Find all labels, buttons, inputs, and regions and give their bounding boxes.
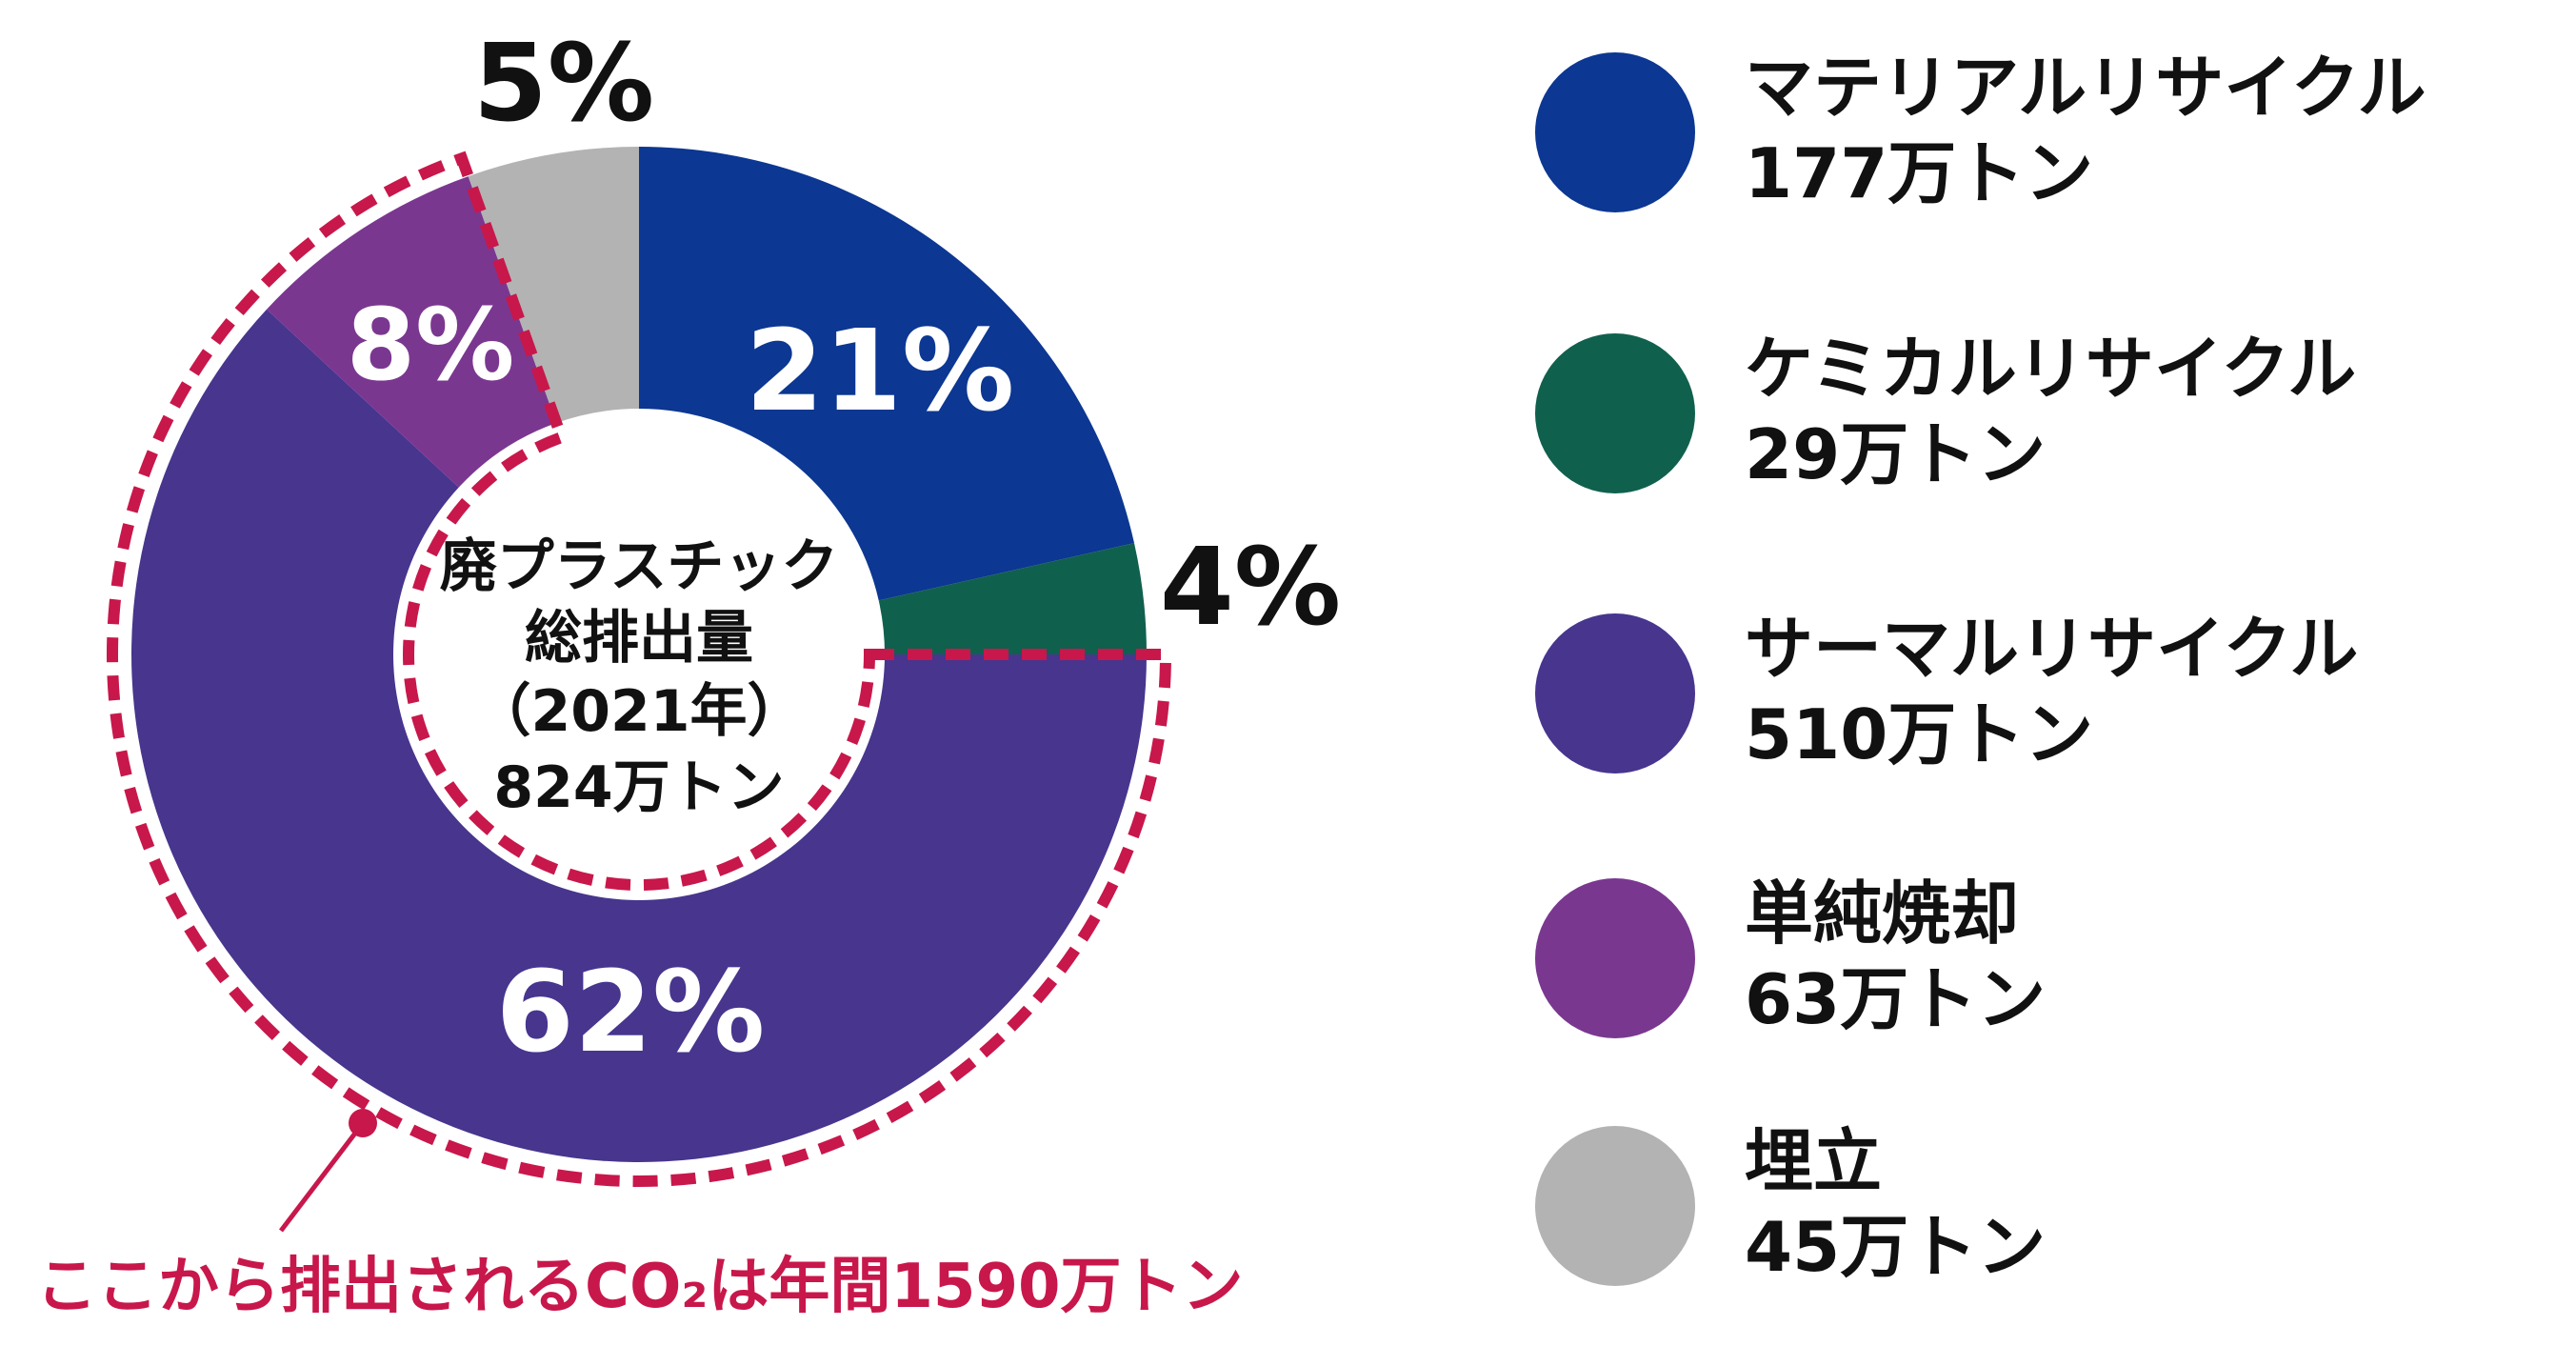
percent-labels: 21% 4% 62% 8% 5% xyxy=(347,22,1341,1077)
legend-amount: 45万トン xyxy=(1745,1207,2046,1287)
legend-swatch xyxy=(1535,1126,1695,1286)
legend-label: 埋立 xyxy=(1745,1121,1882,1201)
annotation-text: ここから排出されるCO₂は年間1590万トン xyxy=(36,1252,1244,1322)
legend-amount: 177万トン xyxy=(1745,133,2093,213)
legend-amount: 510万トン xyxy=(1745,694,2093,774)
percent-label-chemical: 4% xyxy=(1160,526,1341,650)
legend-swatch xyxy=(1535,878,1695,1038)
annotation: ここから排出されるCO₂は年間1590万トン xyxy=(36,1109,1244,1322)
slice-1 xyxy=(878,543,1147,654)
legend-amount: 29万トン xyxy=(1745,414,2046,494)
legend-swatch xyxy=(1535,52,1695,212)
percent-label-material: 21% xyxy=(746,305,1014,436)
legend: マテリアルリサイクル177万トンケミカルリサイクル29万トンサーマルリサイクル5… xyxy=(1535,48,2426,1287)
highlight-dashed-outline xyxy=(107,151,1172,1187)
legend-label: マテリアルリサイクル xyxy=(1745,48,2426,128)
center-label-line-3: （2021年） xyxy=(474,678,805,745)
center-label: 廃プラスチック 総排出量 （2021年） 824万トン xyxy=(440,533,839,821)
percent-label-thermal: 62% xyxy=(496,946,765,1077)
slice-2 xyxy=(130,309,1147,1162)
annotation-leader-line xyxy=(279,1121,365,1233)
legend-swatch xyxy=(1535,333,1695,493)
donut-slices xyxy=(130,147,1147,1162)
legend-swatch xyxy=(1535,613,1695,773)
legend-amount: 63万トン xyxy=(1745,959,2046,1039)
legend-label: サーマルリサイクル xyxy=(1745,609,2358,689)
legend-label: 単純焼却 xyxy=(1745,874,2019,954)
center-label-line-1: 廃プラスチック xyxy=(440,533,839,600)
percent-label-landfill: 5% xyxy=(473,22,654,146)
slice-4 xyxy=(468,147,639,424)
slice-0 xyxy=(639,147,1135,601)
slice-3 xyxy=(267,176,557,488)
center-label-line-2: 総排出量 xyxy=(525,605,753,672)
center-label-line-4: 824万トン xyxy=(493,754,784,821)
legend-label: ケミカルリサイクル xyxy=(1745,329,2356,409)
percent-label-incineration: 8% xyxy=(347,287,515,403)
annotation-leader-dot xyxy=(349,1109,377,1137)
